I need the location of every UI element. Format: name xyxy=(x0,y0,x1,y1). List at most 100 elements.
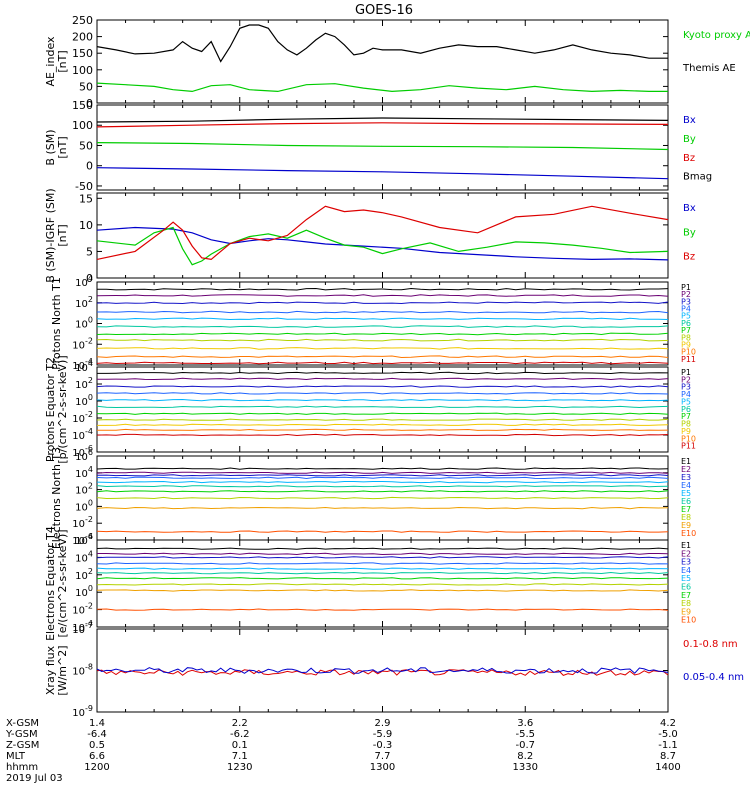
y-tick-label: 10-4 xyxy=(72,619,93,634)
series-p2 xyxy=(96,294,669,297)
series-bz xyxy=(96,205,669,261)
y-axis-label: AE_index xyxy=(44,36,57,87)
y-axis-label-unit: [nT] xyxy=(56,136,69,158)
y-tick-label: 102 xyxy=(75,376,93,391)
legend-e3: E3 xyxy=(681,558,691,567)
y-tick-label: 200 xyxy=(72,31,93,44)
series-p5 xyxy=(96,317,669,321)
legend-item: Bz xyxy=(683,153,695,164)
series-e9 xyxy=(96,589,669,592)
ephem-value: 1330 xyxy=(513,762,538,773)
series-p7 xyxy=(96,412,669,415)
legend-p4: P4 xyxy=(681,390,691,399)
ephem-row-label: hhmm xyxy=(6,762,38,773)
series-e6 xyxy=(96,571,669,575)
series-0-05-0-4-nm xyxy=(96,667,669,674)
series-p1 xyxy=(97,371,669,375)
y-tick-label: 10-9 xyxy=(72,704,93,719)
y-tick-label: 150 xyxy=(72,47,93,60)
panel-frame xyxy=(96,192,669,279)
legend-p2: P2 xyxy=(681,375,691,384)
series-e10 xyxy=(96,530,669,533)
series-e8 xyxy=(96,583,669,586)
ephem-value: 8.7 xyxy=(660,751,676,762)
series-p3 xyxy=(96,385,669,388)
legend-p10: P10 xyxy=(681,434,696,443)
y-tick-label: 10-2 xyxy=(72,602,93,617)
legend-e9: E9 xyxy=(681,521,691,530)
ephem-value: 0.1 xyxy=(232,740,248,751)
y-tick-label: 10-7 xyxy=(72,621,93,636)
panel-5: 10-6 10-4 10-2 100 102 104 Protons Equator T2[… xyxy=(44,355,696,463)
y-axis-label-unit: [e/(cm^2-s-sr-keV)] xyxy=(56,529,69,637)
legend-e8: E8 xyxy=(681,513,691,522)
series-p10 xyxy=(97,428,669,431)
legend-p5: P5 xyxy=(681,397,691,406)
series-e7 xyxy=(96,577,669,580)
series-bx xyxy=(96,167,669,180)
series-e10 xyxy=(96,608,669,611)
y-tick-label: 10 xyxy=(79,219,93,232)
series-e4 xyxy=(96,562,669,565)
panel-frame xyxy=(96,281,669,366)
series-e4 xyxy=(96,476,669,480)
series-bx xyxy=(96,226,669,261)
y-axis-label: B (SM)-IGRF (SM) xyxy=(44,188,57,282)
legend-e1: E1 xyxy=(681,457,691,466)
legend-e10: E10 xyxy=(681,616,696,625)
y-tick-label: 104 xyxy=(75,274,93,289)
series-bz xyxy=(96,122,669,128)
y-tick-label: 0 xyxy=(86,272,93,285)
panel-7: 10-4 10-2 100 102 104 106 Electrons Equator T4… xyxy=(44,526,696,641)
legend-p6: P6 xyxy=(681,405,691,414)
y-tick-label: 250 xyxy=(72,14,93,27)
legend-p6: P6 xyxy=(681,319,691,328)
series-e8 xyxy=(96,496,669,500)
ephem-value: 8.2 xyxy=(517,751,533,762)
ephem-row-label: Y-GSM xyxy=(5,729,38,740)
y-tick-label: 104 xyxy=(75,549,93,564)
y-tick-label: 15 xyxy=(79,192,93,205)
series-e9 xyxy=(96,506,669,510)
ephem-row-label: 2019 Jul 03 xyxy=(6,773,63,784)
legend-e8: E8 xyxy=(681,599,691,608)
legend-item: Kyoto proxy AE xyxy=(683,30,750,41)
y-tick-label: 102 xyxy=(75,482,93,497)
series-e1 xyxy=(96,547,669,550)
series-p11 xyxy=(96,361,669,365)
legend-p8: P8 xyxy=(681,420,691,429)
y-tick-label: 0 xyxy=(86,160,93,173)
series-bmag xyxy=(96,117,669,123)
y-axis-label: Xray flux xyxy=(44,645,57,695)
legend-item: Bx xyxy=(683,203,696,214)
ephem-value: -5.9 xyxy=(373,729,393,740)
series-e3 xyxy=(96,556,669,559)
series-p11 xyxy=(96,433,669,437)
panel-1: 0 50 100 150 200 250 AE_index [nT] Kyoto proxy A… xyxy=(44,14,750,110)
ephem-value: 1300 xyxy=(370,762,395,773)
series-e6 xyxy=(96,485,669,488)
y-tick-label: 106 xyxy=(75,448,93,463)
legend-p10: P10 xyxy=(681,348,696,357)
y-tick-label: 104 xyxy=(75,465,93,480)
ephem-row-label: Z-GSM xyxy=(6,740,39,751)
series-e2 xyxy=(96,471,669,474)
ephem-value: -5.0 xyxy=(658,729,678,740)
legend-item: Themis AE xyxy=(682,63,736,74)
y-tick-label: 10-4 xyxy=(72,427,93,442)
legend-p9: P9 xyxy=(681,340,691,349)
ephem-value: 1400 xyxy=(655,762,680,773)
legend-p1: P1 xyxy=(681,368,691,377)
ephem-value: 2.9 xyxy=(375,718,391,729)
legend-e2: E2 xyxy=(681,465,691,474)
y-tick-label: 10-2 xyxy=(72,515,93,530)
ephem-value: 2.2 xyxy=(232,718,248,729)
y-tick-label: 0 xyxy=(86,97,93,110)
y-axis-label: Protons North T1 xyxy=(50,277,63,370)
series-p5 xyxy=(96,398,669,402)
legend-item: Bmag xyxy=(683,172,712,183)
ephem-value: -6.2 xyxy=(230,729,250,740)
